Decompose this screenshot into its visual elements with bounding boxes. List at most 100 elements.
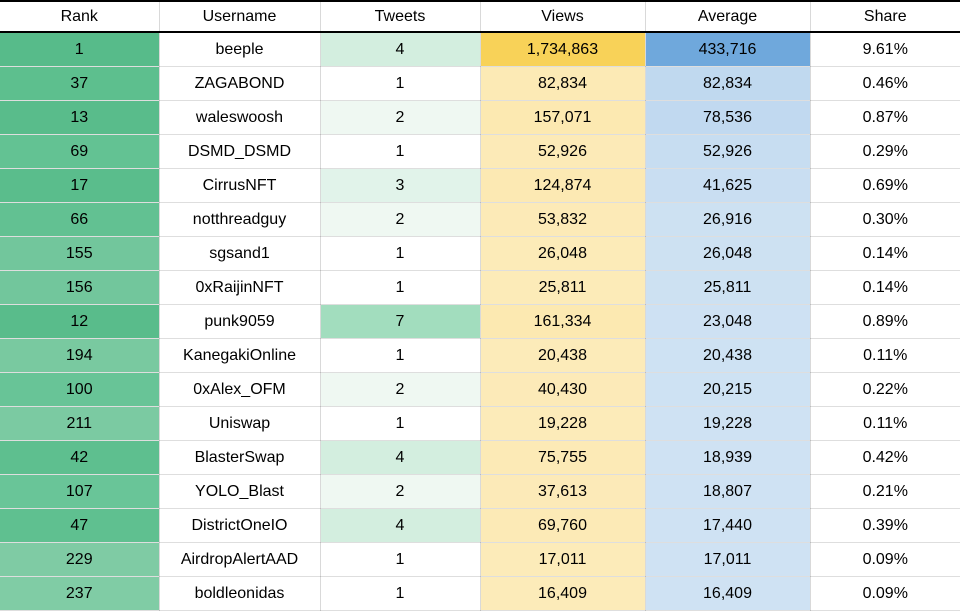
cell-username[interactable]: boldleonidas bbox=[159, 576, 321, 611]
cell-average[interactable]: 16,409 bbox=[645, 576, 811, 611]
cell-share[interactable]: 0.09% bbox=[810, 542, 960, 577]
cell-average[interactable]: 41,625 bbox=[645, 168, 811, 203]
cell-rank[interactable]: 13 bbox=[0, 100, 160, 135]
cell-share[interactable]: 0.69% bbox=[810, 168, 960, 203]
column-header-rank[interactable]: Rank bbox=[0, 0, 160, 33]
cell-tweets[interactable]: 1 bbox=[320, 338, 481, 373]
cell-views[interactable]: 16,409 bbox=[480, 576, 646, 611]
cell-views[interactable]: 26,048 bbox=[480, 236, 646, 271]
cell-share[interactable]: 0.11% bbox=[810, 406, 960, 441]
cell-rank[interactable]: 194 bbox=[0, 338, 160, 373]
cell-views[interactable]: 40,430 bbox=[480, 372, 646, 407]
cell-share[interactable]: 0.11% bbox=[810, 338, 960, 373]
cell-tweets[interactable]: 1 bbox=[320, 236, 481, 271]
cell-tweets[interactable]: 1 bbox=[320, 576, 481, 611]
cell-views[interactable]: 17,011 bbox=[480, 542, 646, 577]
cell-average[interactable]: 20,215 bbox=[645, 372, 811, 407]
cell-share[interactable]: 0.09% bbox=[810, 576, 960, 611]
cell-username[interactable]: beeple bbox=[159, 32, 321, 67]
cell-rank[interactable]: 12 bbox=[0, 304, 160, 339]
cell-average[interactable]: 25,811 bbox=[645, 270, 811, 305]
cell-username[interactable]: 0xRaijinNFT bbox=[159, 270, 321, 305]
cell-views[interactable]: 20,438 bbox=[480, 338, 646, 373]
column-header-views[interactable]: Views bbox=[480, 0, 646, 33]
cell-rank[interactable]: 69 bbox=[0, 134, 160, 169]
cell-views[interactable]: 69,760 bbox=[480, 508, 646, 543]
cell-share[interactable]: 0.30% bbox=[810, 202, 960, 237]
cell-rank[interactable]: 211 bbox=[0, 406, 160, 441]
cell-average[interactable]: 17,440 bbox=[645, 508, 811, 543]
cell-tweets[interactable]: 1 bbox=[320, 542, 481, 577]
cell-average[interactable]: 19,228 bbox=[645, 406, 811, 441]
cell-average[interactable]: 23,048 bbox=[645, 304, 811, 339]
cell-rank[interactable]: 107 bbox=[0, 474, 160, 509]
cell-share[interactable]: 0.21% bbox=[810, 474, 960, 509]
cell-tweets[interactable]: 7 bbox=[320, 304, 481, 339]
cell-username[interactable]: waleswoosh bbox=[159, 100, 321, 135]
column-header-tweets[interactable]: Tweets bbox=[320, 0, 481, 33]
cell-username[interactable]: 0xAlex_OFM bbox=[159, 372, 321, 407]
cell-tweets[interactable]: 4 bbox=[320, 508, 481, 543]
cell-share[interactable]: 0.14% bbox=[810, 236, 960, 271]
cell-average[interactable]: 433,716 bbox=[645, 32, 811, 67]
cell-tweets[interactable]: 4 bbox=[320, 32, 481, 67]
cell-username[interactable]: punk9059 bbox=[159, 304, 321, 339]
cell-views[interactable]: 19,228 bbox=[480, 406, 646, 441]
cell-average[interactable]: 78,536 bbox=[645, 100, 811, 135]
cell-tweets[interactable]: 2 bbox=[320, 474, 481, 509]
cell-rank[interactable]: 155 bbox=[0, 236, 160, 271]
cell-share[interactable]: 0.89% bbox=[810, 304, 960, 339]
cell-tweets[interactable]: 1 bbox=[320, 66, 481, 101]
cell-rank[interactable]: 37 bbox=[0, 66, 160, 101]
cell-rank[interactable]: 47 bbox=[0, 508, 160, 543]
cell-average[interactable]: 17,011 bbox=[645, 542, 811, 577]
cell-share[interactable]: 0.14% bbox=[810, 270, 960, 305]
cell-share[interactable]: 0.46% bbox=[810, 66, 960, 101]
cell-share[interactable]: 0.22% bbox=[810, 372, 960, 407]
cell-average[interactable]: 18,939 bbox=[645, 440, 811, 475]
cell-share[interactable]: 0.39% bbox=[810, 508, 960, 543]
cell-username[interactable]: notthreadguy bbox=[159, 202, 321, 237]
cell-tweets[interactable]: 1 bbox=[320, 134, 481, 169]
cell-average[interactable]: 52,926 bbox=[645, 134, 811, 169]
cell-views[interactable]: 82,834 bbox=[480, 66, 646, 101]
cell-tweets[interactable]: 4 bbox=[320, 440, 481, 475]
cell-rank[interactable]: 42 bbox=[0, 440, 160, 475]
cell-share[interactable]: 0.29% bbox=[810, 134, 960, 169]
cell-username[interactable]: DistrictOneIO bbox=[159, 508, 321, 543]
cell-tweets[interactable]: 2 bbox=[320, 100, 481, 135]
cell-tweets[interactable]: 1 bbox=[320, 270, 481, 305]
cell-views[interactable]: 37,613 bbox=[480, 474, 646, 509]
cell-rank[interactable]: 156 bbox=[0, 270, 160, 305]
cell-username[interactable]: sgsand1 bbox=[159, 236, 321, 271]
cell-username[interactable]: AirdropAlertAAD bbox=[159, 542, 321, 577]
cell-average[interactable]: 18,807 bbox=[645, 474, 811, 509]
cell-average[interactable]: 26,048 bbox=[645, 236, 811, 271]
cell-tweets[interactable]: 2 bbox=[320, 372, 481, 407]
cell-tweets[interactable]: 3 bbox=[320, 168, 481, 203]
cell-rank[interactable]: 237 bbox=[0, 576, 160, 611]
cell-share[interactable]: 0.42% bbox=[810, 440, 960, 475]
cell-username[interactable]: CirrusNFT bbox=[159, 168, 321, 203]
cell-average[interactable]: 20,438 bbox=[645, 338, 811, 373]
cell-rank[interactable]: 1 bbox=[0, 32, 160, 67]
cell-views[interactable]: 124,874 bbox=[480, 168, 646, 203]
cell-username[interactable]: ZAGABOND bbox=[159, 66, 321, 101]
column-header-username[interactable]: Username bbox=[159, 0, 321, 33]
cell-views[interactable]: 75,755 bbox=[480, 440, 646, 475]
column-header-average[interactable]: Average bbox=[645, 0, 811, 33]
cell-tweets[interactable]: 2 bbox=[320, 202, 481, 237]
cell-rank[interactable]: 17 bbox=[0, 168, 160, 203]
cell-average[interactable]: 82,834 bbox=[645, 66, 811, 101]
cell-views[interactable]: 161,334 bbox=[480, 304, 646, 339]
column-header-share[interactable]: Share bbox=[810, 0, 960, 33]
cell-views[interactable]: 157,071 bbox=[480, 100, 646, 135]
cell-views[interactable]: 52,926 bbox=[480, 134, 646, 169]
cell-rank[interactable]: 66 bbox=[0, 202, 160, 237]
cell-tweets[interactable]: 1 bbox=[320, 406, 481, 441]
cell-username[interactable]: Uniswap bbox=[159, 406, 321, 441]
cell-username[interactable]: DSMD_DSMD bbox=[159, 134, 321, 169]
cell-username[interactable]: BlasterSwap bbox=[159, 440, 321, 475]
cell-views[interactable]: 53,832 bbox=[480, 202, 646, 237]
cell-username[interactable]: YOLO_Blast bbox=[159, 474, 321, 509]
